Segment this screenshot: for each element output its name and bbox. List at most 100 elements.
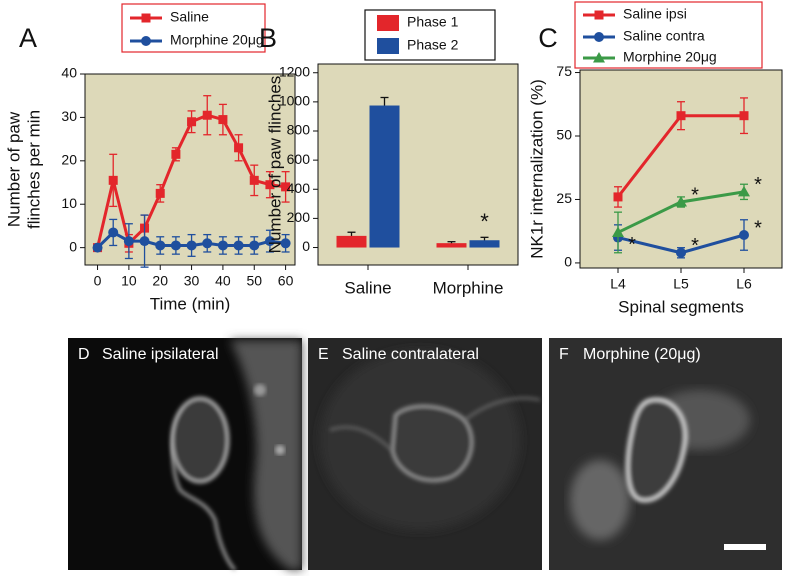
marker	[123, 236, 134, 247]
x-tick-label: 40	[215, 273, 231, 289]
marker	[92, 242, 103, 253]
legend-label: Morphine 20μg	[623, 49, 717, 65]
marker	[139, 236, 150, 247]
marker	[202, 238, 213, 249]
significance: *	[480, 209, 489, 234]
image-label: Morphine (20μg)	[583, 346, 701, 363]
marker	[676, 111, 686, 121]
marker	[171, 149, 181, 159]
marker	[155, 188, 165, 198]
y-tick-label: 1200	[279, 63, 310, 79]
significance: *	[628, 234, 636, 256]
y-tick-label: 0	[302, 238, 310, 254]
bar	[369, 105, 400, 248]
y-tick-label: 30	[61, 108, 77, 124]
marker	[593, 52, 605, 63]
y-tick-label: 50	[556, 127, 572, 143]
scale-bar	[724, 544, 766, 550]
image-label: Saline ipsilateral	[102, 346, 219, 363]
x-tick-label: 20	[152, 273, 168, 289]
x-tick-label: L5	[673, 276, 689, 292]
marker	[264, 236, 275, 247]
marker	[675, 196, 687, 207]
x-axis-label: Spinal segments	[618, 297, 744, 316]
y-tick-label: 400	[287, 180, 311, 196]
micrograph-e	[308, 338, 542, 570]
marker	[155, 240, 166, 251]
panel-letter: C	[538, 23, 558, 53]
marker	[108, 175, 118, 185]
y-tick-label: 200	[287, 209, 311, 225]
y-tick-label: 800	[287, 122, 311, 138]
y-axis-label: Number of paw flinches	[265, 76, 284, 254]
marker	[739, 111, 749, 121]
marker	[186, 240, 197, 251]
legend-label: Phase 2	[407, 37, 459, 53]
marker	[218, 115, 228, 125]
legend-swatch	[377, 15, 399, 31]
marker	[281, 182, 291, 192]
x-tick-label: Morphine	[433, 278, 504, 297]
x-tick-label: 60	[278, 273, 294, 289]
marker	[280, 238, 291, 249]
x-axis-label: Time (min)	[150, 294, 231, 313]
legend-label: Phase 1	[407, 14, 459, 30]
marker	[170, 240, 181, 251]
plot-area	[317, 63, 519, 266]
marker	[612, 226, 624, 237]
marker	[217, 240, 228, 251]
marker	[249, 240, 260, 251]
y-tick-label: 10	[61, 195, 77, 211]
bar	[436, 243, 467, 248]
plot-area	[84, 73, 296, 266]
legend-label: Morphine 20μg	[170, 32, 264, 48]
x-tick-label: 50	[246, 273, 262, 289]
image-letter: D	[78, 346, 90, 363]
marker	[265, 180, 275, 190]
legend-label: Saline ipsi	[623, 6, 687, 22]
y-tick-label: 20	[61, 152, 77, 168]
y-tick-label: 40	[61, 65, 77, 81]
y-tick-label: 0	[564, 254, 572, 270]
image-letter: F	[559, 346, 569, 363]
image-label: Saline contralateral	[342, 346, 479, 363]
x-tick-label: Saline	[344, 278, 391, 297]
panel-letter: A	[19, 23, 37, 53]
legend-swatch	[377, 38, 399, 54]
marker	[202, 110, 212, 120]
y-tick-label: 0	[69, 238, 77, 254]
plot-area	[579, 69, 783, 269]
marker	[676, 247, 686, 258]
marker	[249, 175, 259, 185]
marker	[738, 185, 750, 197]
bar	[336, 235, 367, 248]
marker	[187, 117, 197, 127]
marker	[594, 10, 604, 20]
y-tick-label: 25	[556, 190, 572, 206]
significance: *	[754, 174, 762, 196]
significance: *	[691, 235, 699, 257]
y-axis-label: Number of paw	[4, 111, 23, 227]
x-tick-label: L4	[610, 276, 626, 292]
y-axis-label: NK1r internalization (%)	[527, 79, 546, 259]
y-tick-label: 75	[556, 63, 572, 79]
y-tick-label: 1000	[279, 93, 310, 109]
micrograph-d	[68, 338, 302, 572]
marker	[141, 13, 151, 23]
marker	[739, 230, 749, 240]
x-tick-label: L6	[736, 276, 752, 292]
bar	[469, 240, 500, 248]
legend-label: Saline	[170, 9, 209, 25]
significance: *	[691, 184, 699, 206]
image-letter: E	[318, 346, 329, 363]
legend-box	[364, 9, 496, 61]
marker	[108, 227, 119, 238]
micrograph-f	[549, 338, 782, 570]
panel-letter: B	[259, 23, 277, 53]
y-tick-label: 600	[287, 151, 311, 167]
y-axis-label: flinches per min	[24, 110, 43, 229]
legend-label: Saline contra	[623, 28, 705, 44]
x-tick-label: 0	[94, 273, 102, 289]
marker	[233, 240, 244, 251]
